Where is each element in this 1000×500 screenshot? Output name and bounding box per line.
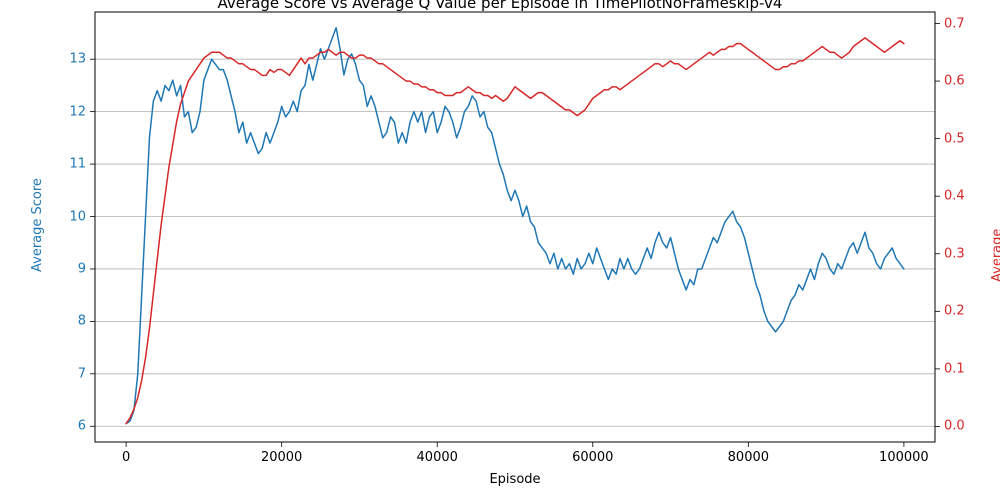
chart-root: Average Score vs Average Q Value per Epi… <box>0 0 1000 500</box>
tick-label: 40000 <box>417 450 458 465</box>
tick-label: 0.0 <box>944 419 965 434</box>
tick-label: 8 <box>78 314 86 329</box>
tick-label: 0.1 <box>944 361 965 376</box>
grid-group <box>95 59 935 426</box>
tick-label: 100000 <box>879 450 929 465</box>
tick-label: 0 <box>122 450 130 465</box>
x-axis-label: Episode <box>489 472 540 487</box>
tick-label: 7 <box>78 366 86 381</box>
y-right-axis-label: Average Q Value <box>990 229 1000 282</box>
tick-label: 0.7 <box>944 16 965 31</box>
tick-label: 12 <box>69 104 86 119</box>
tick-label: 0.5 <box>944 131 965 146</box>
tick-label: 11 <box>69 157 86 172</box>
axes-spines <box>95 12 935 442</box>
tick-label: 9 <box>78 261 86 276</box>
plot-svg <box>0 0 1000 500</box>
y-left-axis-label: Average Score <box>30 178 45 272</box>
tick-label: 10 <box>69 209 86 224</box>
tick-label: 80000 <box>728 450 769 465</box>
tick-label: 60000 <box>572 450 613 465</box>
tick-label: 0.4 <box>944 189 965 204</box>
tick-label: 20000 <box>261 450 302 465</box>
tick-label: 0.6 <box>944 74 965 89</box>
tick-label: 0.3 <box>944 246 965 261</box>
tick-label: 13 <box>69 52 86 67</box>
series-group <box>126 28 904 424</box>
tick-label: 6 <box>78 419 86 434</box>
tick-label: 0.2 <box>944 304 965 319</box>
series-line-average-q-value <box>126 38 904 424</box>
